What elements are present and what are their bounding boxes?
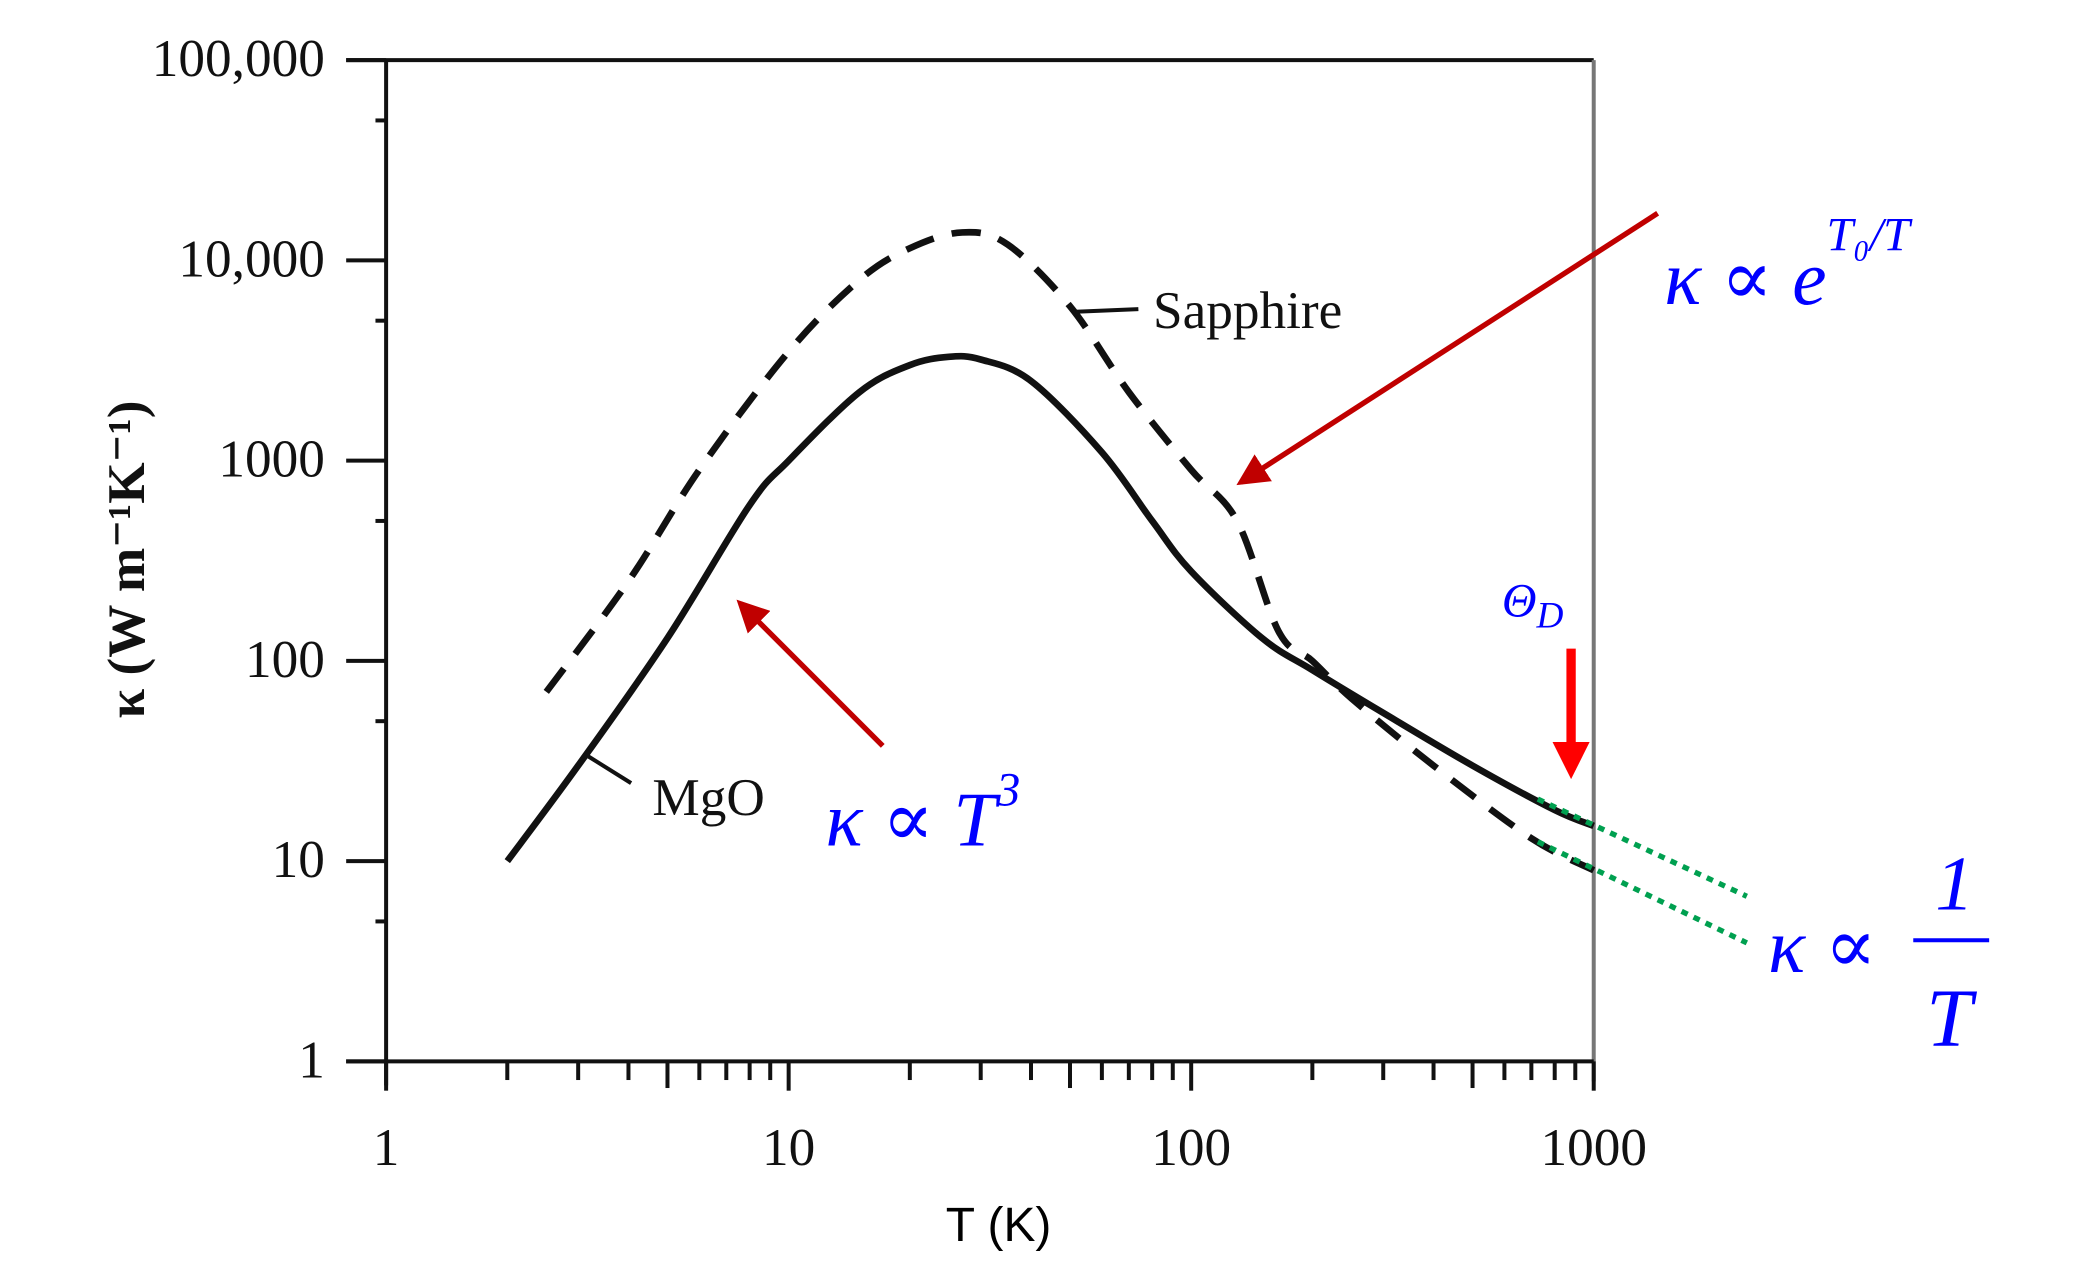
x-tick-label: 1000 (1540, 1118, 1647, 1177)
exp-law-arrow (1236, 211, 1660, 486)
y-tick-label: 10 (272, 830, 325, 889)
y-tick-label: 100,000 (152, 29, 325, 88)
sapphire-label: Sapphire (1153, 281, 1342, 340)
y-axis-label: κ (W m⁻¹K⁻¹) (97, 401, 156, 719)
y-tick-label: 1000 (218, 430, 325, 489)
x-tick-label: 1 (373, 1118, 400, 1177)
axes (346, 58, 1596, 1086)
inverse-law-numerator: 1 (1935, 841, 1974, 927)
y-tick-label: 1 (298, 1030, 325, 1089)
sapphire-leader-line (1075, 307, 1139, 314)
x-tick-label: 10 (762, 1118, 815, 1177)
y-tick-label: 10,000 (178, 229, 324, 288)
inverse-law-denominator: T (1926, 971, 1977, 1063)
mgo-label: MgO (652, 768, 764, 827)
cube-law-arrow (736, 599, 885, 748)
cube-law-label: κ ∝ T3 (825, 764, 1020, 863)
curves (504, 228, 1596, 874)
mgo-leader-line (587, 754, 633, 785)
exp-law-label: κ ∝ eT₀/T (1664, 209, 1913, 321)
inverse-law-prefix: κ ∝ (1768, 903, 1877, 989)
x-tick-label: 100 (1151, 1118, 1231, 1177)
ticks: 1 10 100 1000 10,000 100,000 1 10 100 1000 (152, 29, 1647, 1177)
inverse-law-label: κ ∝ 1 T (1768, 841, 1990, 1063)
mgo-inverse-fit-line (1536, 796, 1748, 899)
x-axis-label: T (K) (946, 1199, 1052, 1252)
y-tick-label: 100 (245, 630, 325, 689)
debye-temperature-label: ΘD (1502, 575, 1564, 637)
series-mgo-line (504, 352, 1595, 864)
sapphire-inverse-fit-line (1536, 839, 1748, 946)
